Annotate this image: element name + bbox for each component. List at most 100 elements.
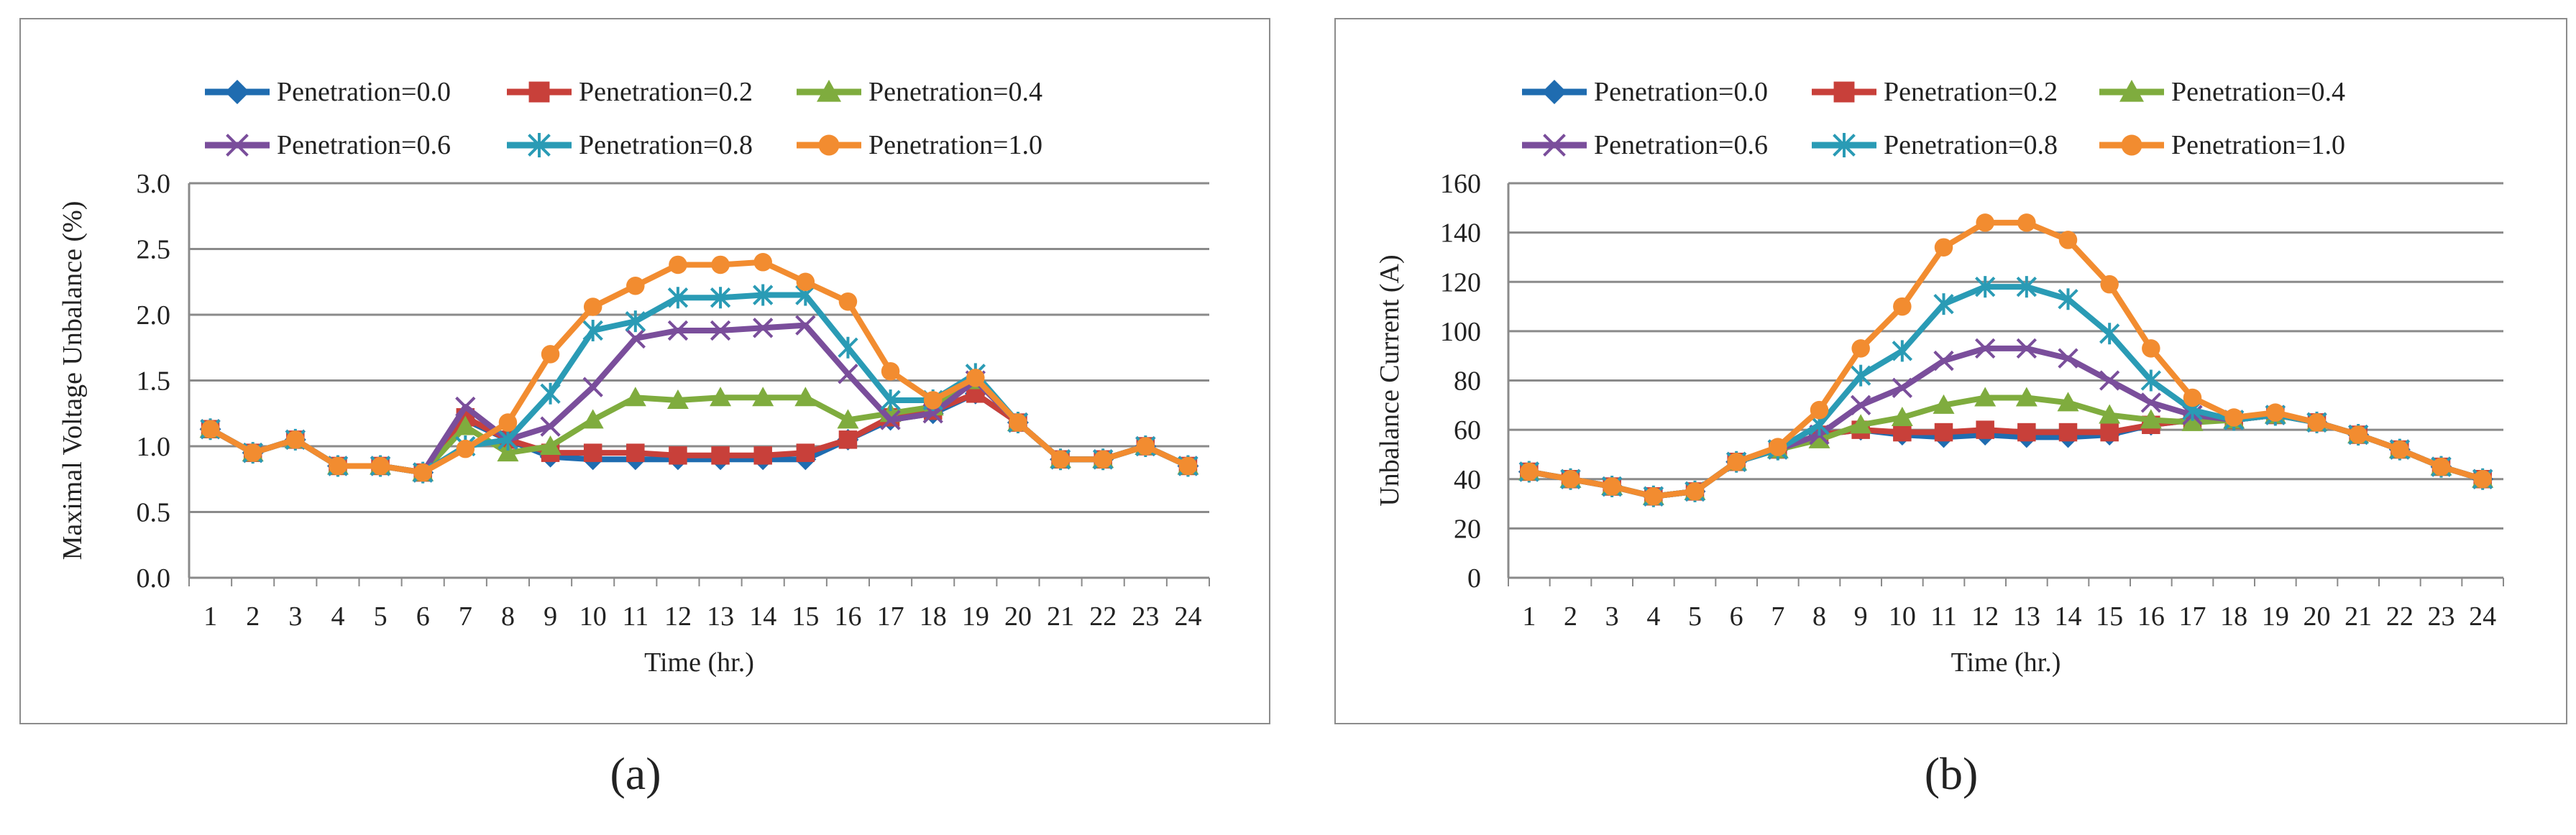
legend-item: Penetration=0.4 (2099, 77, 2345, 107)
legend-label: Penetration=0.0 (1594, 77, 1768, 107)
legend: Penetration=0.0 Penetration=0.2 Penetratio… (205, 77, 1042, 160)
data-point (1933, 350, 1954, 372)
data-point (2057, 392, 2079, 412)
data-point (1975, 338, 1996, 359)
legend-marker (2121, 134, 2142, 156)
data-point (2099, 370, 2120, 391)
data-point (455, 396, 476, 418)
legend-item: Penetration=0.8 (1812, 130, 2058, 160)
data-point (625, 328, 646, 349)
x-tick-label: 16 (834, 601, 861, 632)
x-tick-label: 12 (1971, 601, 1999, 632)
y-tick-label: 3.0 (137, 169, 171, 199)
y-tick-label: 120 (1440, 267, 1481, 297)
legend-item: Penetration=0.8 (507, 130, 753, 160)
x-tick-label: 22 (2386, 601, 2414, 632)
data-point (243, 443, 262, 462)
data-point (1976, 213, 1994, 232)
data-point (1851, 339, 1870, 358)
x-tick-label: 14 (2055, 601, 2082, 632)
y-tick-label: 1.5 (137, 366, 171, 397)
x-tick-label: 6 (1730, 601, 1743, 632)
legend-marker (226, 134, 249, 157)
y-tick-label: 100 (1440, 317, 1481, 347)
data-point (583, 297, 602, 316)
x-tick-label: 17 (877, 601, 904, 632)
x-tick-label: 11 (623, 601, 649, 632)
y-tick-label: 2.0 (137, 300, 171, 331)
data-point (1851, 395, 1871, 415)
y-axis-title: Unbalance Current (A) (1375, 254, 1405, 506)
data-point (2058, 348, 2078, 369)
data-point (880, 410, 901, 430)
legend-label: Penetration=1.0 (868, 130, 1042, 160)
data-point (2473, 470, 2492, 489)
data-point (2099, 404, 2121, 424)
y-tick-label: 140 (1440, 218, 1481, 249)
data-point (1520, 462, 1539, 481)
x-tick-label: 20 (1004, 601, 1032, 632)
data-point (583, 443, 602, 462)
data-point (1892, 340, 1912, 362)
x-tick-label: 7 (1771, 601, 1784, 632)
x-tick-label: 1 (203, 601, 217, 632)
x-tick-label: 2 (246, 601, 260, 632)
data-point (2100, 423, 2119, 442)
data-point (1769, 438, 1787, 456)
data-point (669, 446, 687, 465)
x-tick-label: 24 (2469, 601, 2496, 632)
data-point (456, 439, 475, 458)
x-tick-label: 16 (2137, 601, 2165, 632)
x-tick-label: 3 (1605, 601, 1619, 632)
data-point (666, 389, 689, 409)
data-point (540, 382, 561, 405)
x-tick-label: 15 (792, 601, 819, 632)
chart-frame (1334, 18, 2567, 724)
x-tick-label: 15 (2096, 601, 2123, 632)
y-tick-label: 0.0 (137, 563, 171, 594)
data-point (1934, 423, 1953, 442)
data-point (2058, 288, 2078, 310)
x-tick-label: 12 (664, 601, 692, 632)
data-point (2349, 425, 2368, 444)
y-axis-title: Maximal Voltage Unbalance (%) (58, 201, 88, 560)
legend-marker (1833, 133, 1856, 157)
x-tick-label: 18 (920, 601, 947, 632)
data-point (201, 420, 220, 438)
x-tick-label: 4 (331, 601, 344, 632)
data-point (2058, 231, 2078, 249)
y-tick-label: 60 (1454, 415, 1481, 446)
data-point (2017, 423, 2036, 442)
x-tick-label: 1 (1522, 601, 1536, 632)
data-point (371, 456, 390, 476)
data-point (837, 409, 859, 429)
data-point (1009, 413, 1027, 432)
y-tick-label: 160 (1440, 169, 1481, 199)
x-tick-label: 11 (1930, 601, 1957, 632)
data-point (710, 320, 731, 341)
data-point (711, 446, 730, 465)
data-point (1974, 387, 1997, 407)
data-point (1893, 297, 1912, 316)
data-point (2181, 411, 2204, 431)
data-point (582, 377, 603, 397)
data-point (1808, 428, 1830, 448)
data-point (1850, 414, 1872, 434)
data-point (2431, 457, 2451, 476)
data-point (2307, 413, 2327, 432)
data-point (413, 463, 432, 482)
x-tick-label: 24 (1174, 601, 1201, 632)
data-point (1685, 482, 1705, 501)
legend-label: Penetration=0.0 (277, 77, 451, 107)
data-point (923, 391, 943, 410)
x-tick-label: 13 (707, 601, 734, 632)
data-point (880, 389, 901, 411)
y-tick-label: 0 (1467, 563, 1481, 594)
legend: Penetration=0.0 Penetration=0.2 Penetratio… (1522, 77, 2345, 160)
x-tick-label: 6 (416, 601, 430, 632)
x-tick-label: 5 (1688, 601, 1702, 632)
x-tick-label: 3 (288, 601, 302, 632)
